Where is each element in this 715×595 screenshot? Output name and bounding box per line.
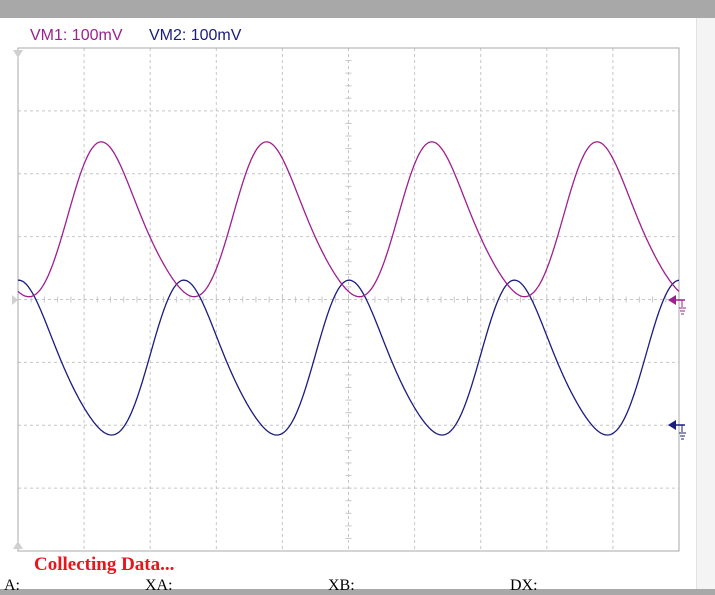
- channel-2-ground-marker-icon[interactable]: [668, 420, 686, 440]
- cursor-a-readout: A:: [4, 577, 20, 594]
- trigger-markers: [12, 50, 23, 549]
- scope-grid: [17, 47, 680, 552]
- status-message: Collecting Data...: [34, 554, 175, 575]
- cursor-dx-readout: DX:: [510, 577, 538, 594]
- left-level-marker-icon: [12, 295, 18, 305]
- vertical-scrollbar[interactable]: [696, 18, 715, 589]
- channel-1-ground-marker-icon[interactable]: [668, 295, 686, 315]
- channel-1-scale-label: VM1: 100mV: [30, 27, 123, 44]
- channel-2-scale-label: VM2: 100mV: [148, 27, 242, 44]
- cursor-xb-readout: XB:: [328, 577, 355, 594]
- cursor-xa-readout: XA:: [145, 577, 173, 594]
- channel-scale-labels: VM1: 100mV VM2: 100mV: [30, 27, 263, 45]
- channel-1-trace: [17, 141, 680, 298]
- channel-2-trace: [18, 279, 680, 436]
- bottom-trigger-marker-icon: [13, 541, 23, 549]
- top-trigger-marker-icon: [13, 50, 23, 58]
